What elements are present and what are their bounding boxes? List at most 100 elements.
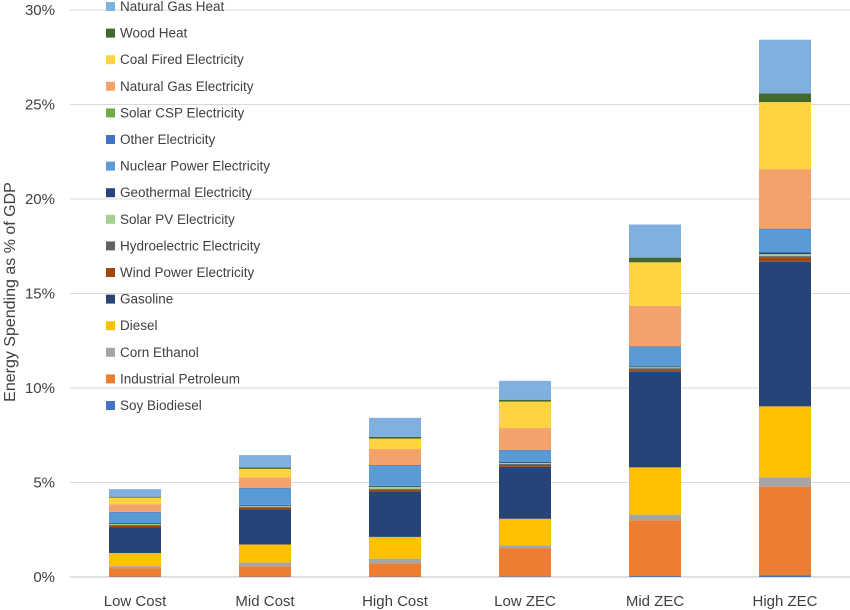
bar-segment-industrial-petroleum: [369, 563, 421, 577]
legend-swatch: [106, 108, 115, 118]
legend-label: Solar CSP Electricity: [120, 105, 245, 120]
legend-label: Wind Power Electricity: [120, 265, 255, 280]
bar-segment-natural-gas-electricity: [499, 428, 551, 450]
legend-swatch: [106, 28, 115, 38]
bar-segment-wood-heat: [629, 257, 681, 263]
legend-label: Diesel: [120, 318, 158, 333]
legend-label: Wood Heat: [120, 26, 188, 41]
bar-segment-geothermal-electricity: [499, 462, 551, 464]
legend-swatch: [106, 294, 115, 304]
bar-segment-diesel: [499, 518, 551, 546]
bar-segment-wood-heat: [109, 496, 161, 498]
legend-label: Industrial Petroleum: [120, 371, 240, 386]
bar-segment-coal-fired-electricity: [239, 468, 291, 478]
bar-segment-solar-pv-electricity: [759, 254, 811, 257]
bar-segment-geothermal-electricity: [629, 366, 681, 368]
bar-segment-natural-gas-electricity: [759, 169, 811, 229]
legend-label: Hydroelectric Electricity: [120, 238, 261, 253]
legend-label: Soy Biodiesel: [120, 398, 202, 413]
bar-segment-solar-pv-electricity: [109, 524, 161, 526]
legend-swatch: [106, 135, 115, 144]
bar-segment-solar-pv-electricity: [369, 486, 421, 489]
bar-segment-industrial-petroleum: [629, 520, 681, 577]
bar-segment-natural-gas-heat: [109, 489, 161, 497]
x-tick-label: Mid ZEC: [626, 593, 685, 610]
bar-segment-diesel: [369, 536, 421, 559]
bar-segment-wind-power-electricity: [369, 489, 421, 492]
x-tick-label: Low Cost: [104, 593, 167, 610]
bar-segment-other-electricity: [109, 511, 161, 513]
legend-label: Coal Fired Electricity: [120, 52, 244, 67]
legend-swatch: [106, 347, 115, 357]
bar-segment-geothermal-electricity: [759, 252, 811, 255]
x-tick-label: Low ZEC: [494, 593, 556, 610]
bar-segment-solar-pv-electricity: [239, 505, 291, 507]
bar-segment-geothermal-electricity: [369, 485, 421, 487]
bar-segment-corn-ethanol: [369, 558, 421, 564]
bar-segment-hydroelectric-electricity: [759, 256, 811, 258]
y-tick-label: 15%: [25, 286, 55, 303]
bar-segment-nuclear-power-electricity: [109, 512, 161, 524]
bar-segment-soy-biodiesel: [499, 576, 551, 577]
legend-swatch: [106, 401, 115, 410]
bar-segment-wood-heat: [499, 399, 551, 402]
bar-segment-industrial-petroleum: [239, 566, 291, 577]
bar-segment-natural-gas-heat: [759, 39, 811, 94]
bar-segment-hydroelectric-electricity: [109, 525, 161, 526]
bar-segment-coal-fired-electricity: [369, 438, 421, 450]
bar-segment-hydroelectric-electricity: [369, 488, 421, 490]
y-axis-ticks: 0% 5% 10% 15% 20% 25% 30%: [25, 2, 55, 586]
y-tick-label: 10%: [25, 380, 55, 397]
bar-segment-diesel: [629, 467, 681, 515]
bar-segment-corn-ethanol: [239, 562, 291, 567]
legend-swatch: [106, 188, 115, 198]
legend-swatch: [106, 161, 115, 171]
legend-label: Natural Gas Heat: [120, 0, 225, 14]
legend: Natural Gas Heat Wood Heat Coal Fired Elec…: [106, 0, 270, 413]
legend-swatch: [106, 321, 115, 331]
y-tick-label: 25%: [25, 97, 55, 114]
bar-segment-coal-fired-electricity: [629, 262, 681, 306]
legend-label: Nuclear Power Electricity: [120, 159, 270, 174]
x-tick-label: Mid Cost: [235, 593, 295, 610]
legend-label: Gasoline: [120, 292, 173, 307]
bar-segment-wind-power-electricity: [759, 257, 811, 262]
bar-segment-diesel: [759, 406, 811, 478]
bar-segment-wood-heat: [759, 93, 811, 103]
bar-segment-hydroelectric-electricity: [239, 506, 291, 508]
bar-segment-industrial-petroleum: [499, 548, 551, 577]
bar-segment-natural-gas-heat: [239, 455, 291, 468]
bar-segment-corn-ethanol: [759, 477, 811, 487]
legend-swatch: [106, 268, 115, 277]
gridlines: [70, 9, 850, 578]
x-tick-label: High Cost: [362, 593, 429, 610]
legend-label: Other Electricity: [120, 132, 216, 147]
bar-segment-wood-heat: [369, 436, 421, 439]
bar-segment-nuclear-power-electricity: [759, 229, 811, 253]
bar-segment-diesel: [109, 552, 161, 567]
bar-segment-natural-gas-electricity: [629, 305, 681, 347]
bar-segment-wind-power-electricity: [239, 507, 291, 510]
legend-swatch: [106, 2, 115, 11]
bar-segment-wind-power-electricity: [629, 369, 681, 372]
bar-segment-other-electricity: [239, 487, 291, 489]
legend-label: Natural Gas Electricity: [120, 79, 254, 94]
bar-segment-gasoline: [499, 466, 551, 519]
bar-segment-natural-gas-electricity: [369, 449, 421, 466]
legend-label: Geothermal Electricity: [120, 185, 252, 200]
bar-segment-other-electricity: [629, 346, 681, 348]
bar-segment-other-electricity: [759, 228, 811, 230]
legend-swatch: [106, 241, 115, 251]
bar-segment-solar-pv-electricity: [629, 367, 681, 369]
bar-segment-other-electricity: [499, 449, 551, 451]
x-tick-label: High ZEC: [752, 593, 817, 610]
bar-segment-nuclear-power-electricity: [239, 488, 291, 505]
bar-segment-gasoline: [239, 509, 291, 545]
legend-swatch: [106, 214, 115, 224]
bar-segment-natural-gas-electricity: [109, 504, 161, 512]
bar-segment-gasoline: [109, 527, 161, 553]
bar-segment-coal-fired-electricity: [109, 497, 161, 505]
bar-segment-nuclear-power-electricity: [499, 450, 551, 463]
bar-segment-hydroelectric-electricity: [629, 368, 681, 370]
legend-label: Solar PV Electricity: [120, 212, 235, 227]
